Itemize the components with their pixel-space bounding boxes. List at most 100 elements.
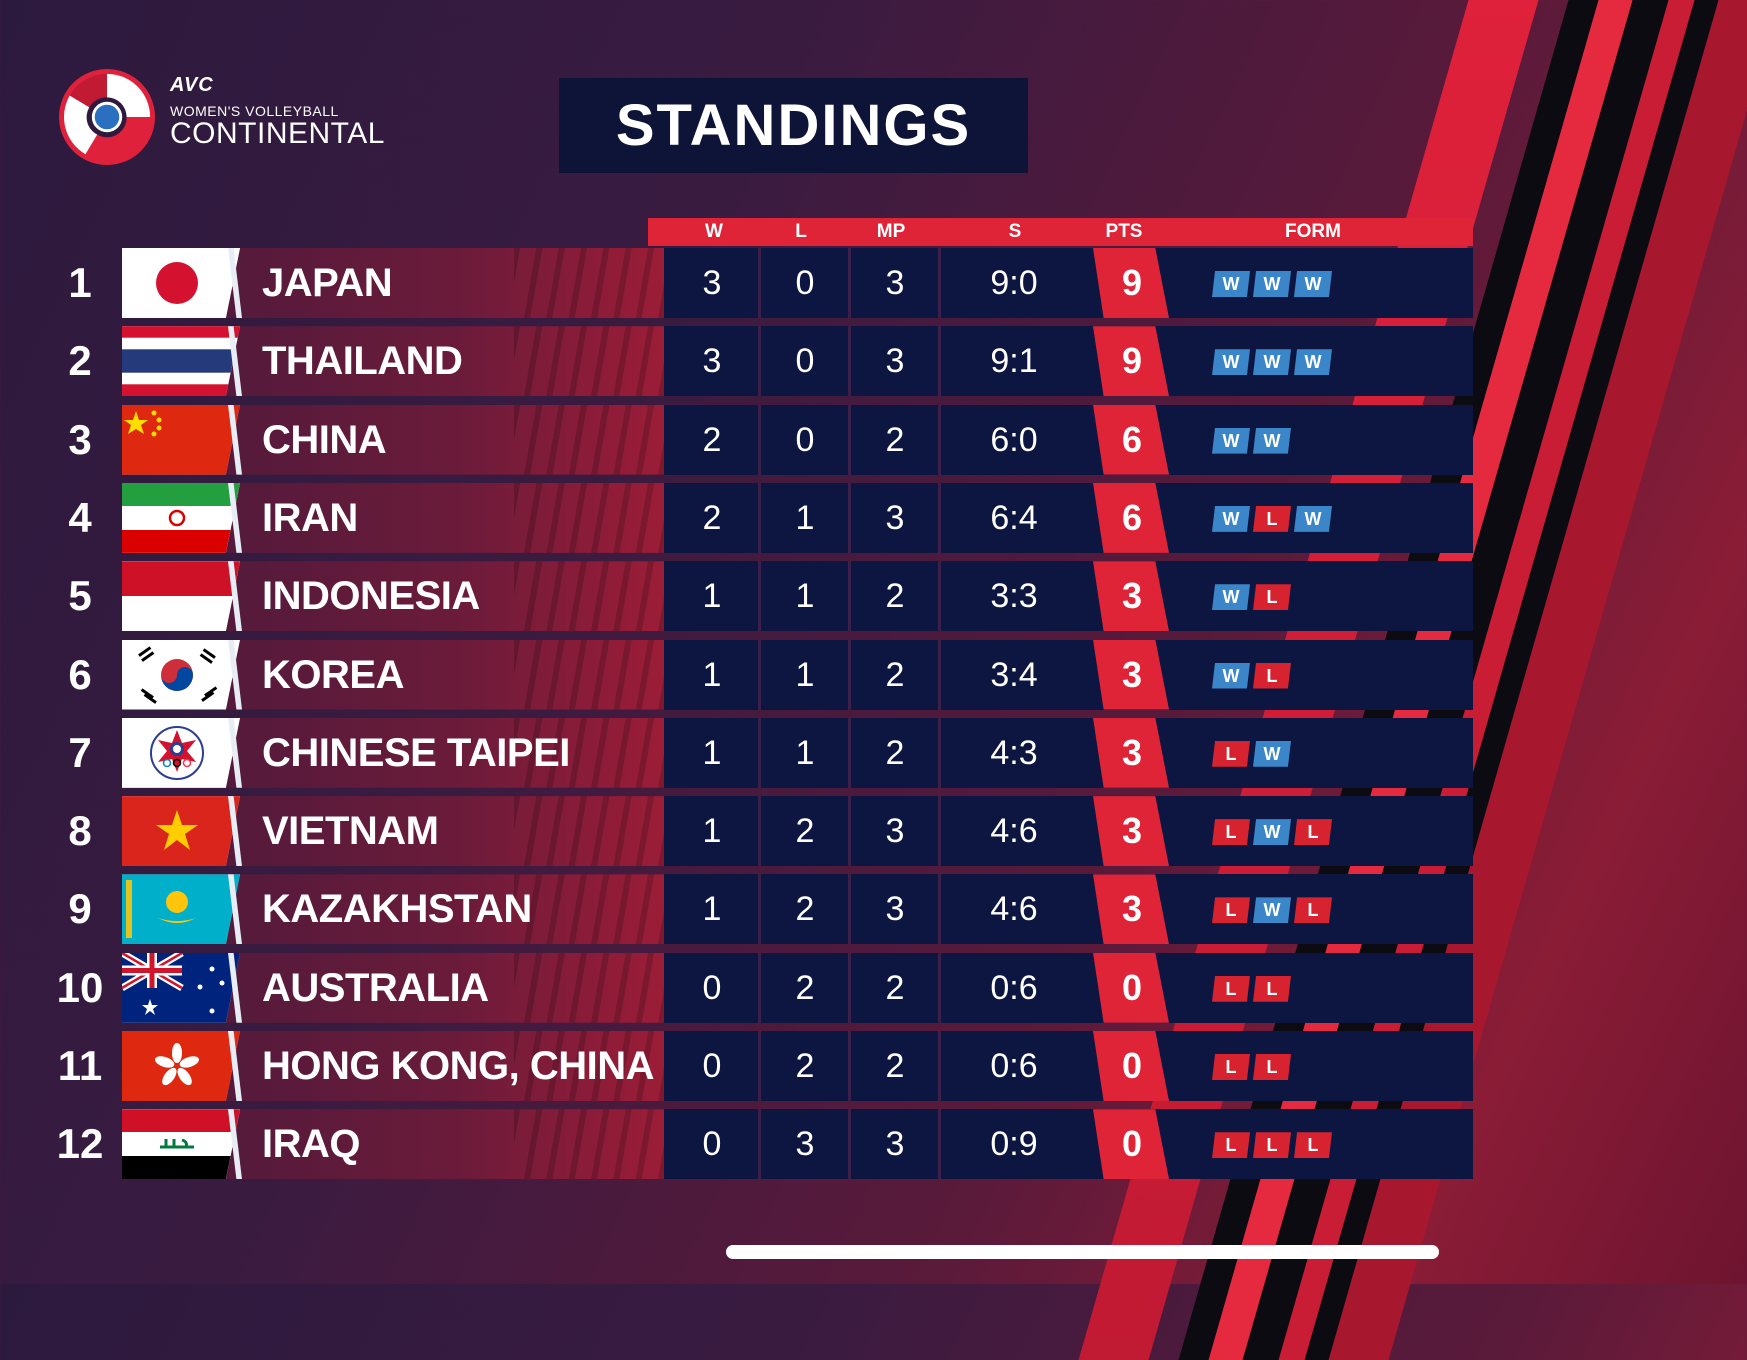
loss-badge: L — [1212, 975, 1250, 1002]
table-row: 9 KAZAKHSTAN 1 2 3 4:6 3 L W L — [0, 874, 1480, 945]
points-value: 0 — [1121, 966, 1143, 1008]
rank-number: 9 — [68, 885, 92, 933]
win-badge: W — [1294, 271, 1332, 297]
wins-cell: 3 — [702, 342, 722, 381]
column-header-s: S — [1008, 221, 1022, 242]
loss-badge: L — [1253, 1132, 1291, 1159]
column-divider — [938, 482, 941, 553]
points-badge — [1093, 952, 1169, 1023]
win-badge: W — [1253, 819, 1291, 846]
team-name: CHINESE TAIPEI — [262, 730, 570, 775]
matches-played-cell: 3 — [885, 498, 905, 537]
team-name: INDONESIA — [262, 574, 480, 619]
logo-subtitle: WOMEN'S VOLLEYBALL — [170, 103, 339, 119]
rank-number: 6 — [68, 650, 92, 698]
loss-badge: L — [1294, 819, 1332, 846]
stats-panel — [664, 326, 1473, 397]
team-name: CHINA — [262, 417, 387, 462]
losses-cell: 2 — [795, 812, 815, 851]
column-divider — [938, 952, 941, 1023]
column-divider — [938, 248, 941, 318]
rank-number: 4 — [68, 493, 92, 541]
points-badge — [1093, 796, 1169, 867]
stats-panel — [664, 717, 1473, 788]
column-header-mp: MP — [876, 221, 906, 242]
win-badge: W — [1212, 271, 1250, 297]
loss-badge: L — [1212, 819, 1250, 846]
points-badge — [1093, 248, 1169, 318]
points-badge — [1093, 717, 1169, 788]
thailand-flag-icon — [122, 326, 240, 397]
page-title: STANDINGS — [615, 93, 972, 158]
points-value: 3 — [1121, 810, 1143, 852]
win-badge: W — [1212, 349, 1250, 376]
stats-panel — [664, 482, 1473, 553]
column-divider — [758, 796, 761, 867]
team-name: AUSTRALIA — [262, 965, 489, 1010]
losses-cell: 0 — [795, 420, 815, 459]
stats-panel — [664, 874, 1473, 945]
matches-played-cell: 2 — [885, 1047, 905, 1085]
team-name: KAZAKHSTAN — [262, 887, 532, 932]
wins-cell: 0 — [702, 1047, 722, 1085]
win-badge: W — [1253, 271, 1291, 297]
losses-cell: 1 — [795, 498, 815, 537]
sets-cell: 3:3 — [990, 577, 1038, 616]
kazakhstan-flag-icon — [122, 874, 240, 945]
losses-cell: 1 — [795, 733, 815, 772]
matches-played-cell: 3 — [885, 342, 905, 381]
matches-played-cell: 3 — [885, 890, 905, 929]
stats-panel — [664, 796, 1473, 867]
column-divider — [938, 1109, 941, 1180]
home-indicator[interactable] — [726, 1245, 1439, 1259]
rank-number: 2 — [68, 337, 92, 385]
table-row: 1 JAPAN 3 0 3 9:0 9 W W W — [0, 248, 1480, 318]
column-divider — [938, 796, 941, 867]
points-badge — [1093, 404, 1169, 475]
rank-number: 8 — [68, 807, 92, 855]
iraq-flag-icon — [122, 1109, 240, 1180]
losses-cell: 3 — [795, 1125, 815, 1164]
column-divider — [848, 1109, 851, 1180]
team-name: HONG KONG, CHINA — [262, 1044, 655, 1088]
wins-cell: 1 — [702, 812, 722, 851]
column-divider — [758, 482, 761, 553]
matches-played-cell: 2 — [885, 655, 905, 694]
column-divider — [938, 561, 941, 632]
rank-number: 7 — [68, 728, 92, 776]
team-name: JAPAN — [262, 261, 393, 305]
column-divider — [848, 561, 851, 632]
stats-panel — [664, 561, 1473, 632]
losses-cell: 0 — [795, 264, 815, 302]
stats-panel — [664, 404, 1473, 475]
win-badge: W — [1294, 505, 1332, 532]
iran-flag-icon — [122, 482, 240, 553]
points-value: 9 — [1121, 340, 1143, 382]
points-value: 3 — [1121, 888, 1143, 930]
wins-cell: 1 — [702, 733, 722, 772]
team-name: KOREA — [262, 652, 404, 697]
points-value: 3 — [1121, 575, 1143, 617]
points-badge — [1093, 561, 1169, 632]
column-divider — [938, 874, 941, 945]
points-value: 9 — [1121, 262, 1143, 303]
column-divider — [848, 796, 851, 867]
win-badge: W — [1212, 427, 1250, 454]
team-name: VIETNAM — [262, 809, 439, 854]
column-divider — [848, 639, 851, 710]
loss-badge: L — [1294, 897, 1332, 924]
points-badge — [1093, 1109, 1169, 1180]
column-divider — [938, 1031, 941, 1101]
table-header: W L MP S PTS FORM — [648, 218, 1473, 246]
win-badge: W — [1253, 740, 1291, 767]
sets-cell: 4:6 — [990, 812, 1038, 851]
points-badge — [1093, 639, 1169, 710]
table-row: 4 IRAN 2 1 3 6:4 6 W L W — [0, 482, 1480, 553]
table-row: 7 CHINESE TAIPEI 1 1 2 4:3 3 L W — [0, 717, 1480, 788]
team-name: IRAN — [262, 495, 358, 540]
points-value: 3 — [1121, 653, 1143, 695]
korea-flag-icon — [122, 639, 240, 710]
table-row: 3 CHINA 2 0 2 6:0 6 W W — [0, 404, 1480, 475]
matches-played-cell: 2 — [885, 420, 905, 459]
